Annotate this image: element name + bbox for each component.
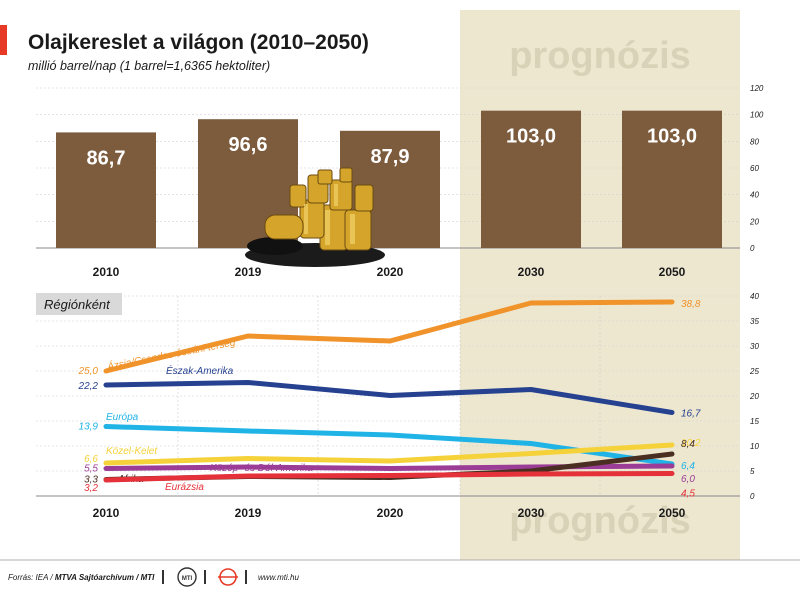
line-x-label: 2019 xyxy=(235,506,262,520)
bar-axis-ticks: 0 20 40 60 80 100 120 xyxy=(749,84,764,253)
line-x-label: 2030 xyxy=(518,506,545,520)
line-tick-label: 25 xyxy=(749,367,759,376)
series-end-value: 10,2 xyxy=(681,438,701,449)
chart-title: Olajkereslet a világon (2010–2050) xyxy=(28,31,369,54)
bar-value-label: 87,9 xyxy=(371,146,410,168)
mti-logo: MTI xyxy=(177,567,197,587)
line-x-label: 2050 xyxy=(659,506,686,520)
series-end-value: 8,4 xyxy=(681,439,695,450)
series-start-value: 22,2 xyxy=(78,381,99,392)
svg-text:MTI: MTI xyxy=(182,576,193,582)
line-tick-label: 40 xyxy=(750,292,759,301)
bar-tick-label: 120 xyxy=(750,84,764,93)
bar-tick-label: 60 xyxy=(750,164,759,173)
bar-category-label: 2030 xyxy=(518,265,545,279)
series-start-value: 3,3 xyxy=(84,475,98,486)
footer-separator xyxy=(204,570,206,584)
forecast-label-top: prognózis xyxy=(509,35,691,77)
line-x-labels: 2010 2019 2020 2030 2050 xyxy=(93,506,686,520)
bar-category-label: 2010 xyxy=(93,265,120,279)
footer-separator xyxy=(162,570,164,584)
series-name-label: Európa xyxy=(106,412,139,423)
series-end-value: 6,0 xyxy=(681,474,695,485)
series-line xyxy=(103,442,675,466)
series-start-value: 6,6 xyxy=(84,454,98,465)
series-end-value: 38,8 xyxy=(681,299,701,310)
line-tick-label: 10 xyxy=(750,442,759,451)
bar-category-label: 2020 xyxy=(377,265,404,279)
line-x-label: 2010 xyxy=(93,506,120,520)
bar-tick-label: 40 xyxy=(750,191,759,200)
series-name-label: Eurázsia xyxy=(165,482,204,493)
series-name-label: Közép- és Dél-Amerika xyxy=(210,463,313,474)
series-start-value: 5,5 xyxy=(84,464,98,475)
bar-2050 xyxy=(622,110,722,249)
series-end-value: 6,4 xyxy=(681,461,695,472)
bar-tick-label: 20 xyxy=(749,217,759,226)
series-line xyxy=(103,471,675,483)
footer-source: Forrás: IEA / MTVA Sajtóarchívum / MTI xyxy=(8,573,155,582)
bar-tick-label: 80 xyxy=(750,137,759,146)
mtva-logo xyxy=(218,568,238,586)
line-x-label: 2020 xyxy=(377,506,404,520)
series-end-value: 16,7 xyxy=(681,409,701,420)
line-tick-label: 5 xyxy=(750,467,755,476)
series-line xyxy=(103,299,675,374)
oil-barrels-illustration xyxy=(245,167,385,267)
footer-separator xyxy=(245,570,247,584)
region-title: Régiónként xyxy=(44,297,111,312)
series-start-value: 13,9 xyxy=(79,422,99,433)
bar-2030 xyxy=(481,110,581,249)
line-series: Ázsia/Csendes-óceáni térség25,038,8Észak… xyxy=(78,299,701,500)
bar-tick-label: 0 xyxy=(750,244,755,253)
series-name-label: Közel-Kelet xyxy=(106,446,158,457)
bar-value-label: 103,0 xyxy=(647,126,697,148)
forecast-label-bottom: prognózis xyxy=(509,500,691,542)
region-title-box: Régiónként xyxy=(36,293,122,315)
series-name-label: Észak-Amerika xyxy=(166,364,234,377)
title-accent xyxy=(0,25,7,55)
series-end-value: 4,5 xyxy=(681,489,695,500)
line-tick-label: 20 xyxy=(749,392,759,401)
bar-category-label: 2050 xyxy=(659,265,686,279)
line-tick-label: 15 xyxy=(750,417,759,426)
series-start-value: 3,2 xyxy=(84,483,98,494)
bar-value-label: 96,6 xyxy=(229,134,268,156)
bar-value-label: 86,7 xyxy=(87,147,126,169)
line-axis-ticks: 0 5 10 15 20 25 30 35 40 xyxy=(749,292,759,501)
bar-tick-label: 100 xyxy=(750,111,764,120)
line-gridlines xyxy=(36,295,740,497)
bar-value-label: 103,0 xyxy=(506,126,556,148)
series-line xyxy=(103,380,675,415)
chart-subtitle: millió barrel/nap (1 barrel=1,6365 hekto… xyxy=(28,59,270,73)
bar-category-label: 2019 xyxy=(235,265,262,279)
series-start-value: 25,0 xyxy=(78,366,99,377)
line-tick-label: 30 xyxy=(750,342,759,351)
bar-2010 xyxy=(56,132,156,248)
line-tick-label: 35 xyxy=(750,317,759,326)
line-tick-label: 0 xyxy=(750,492,755,501)
footer-website: www.mti.hu xyxy=(258,573,299,582)
